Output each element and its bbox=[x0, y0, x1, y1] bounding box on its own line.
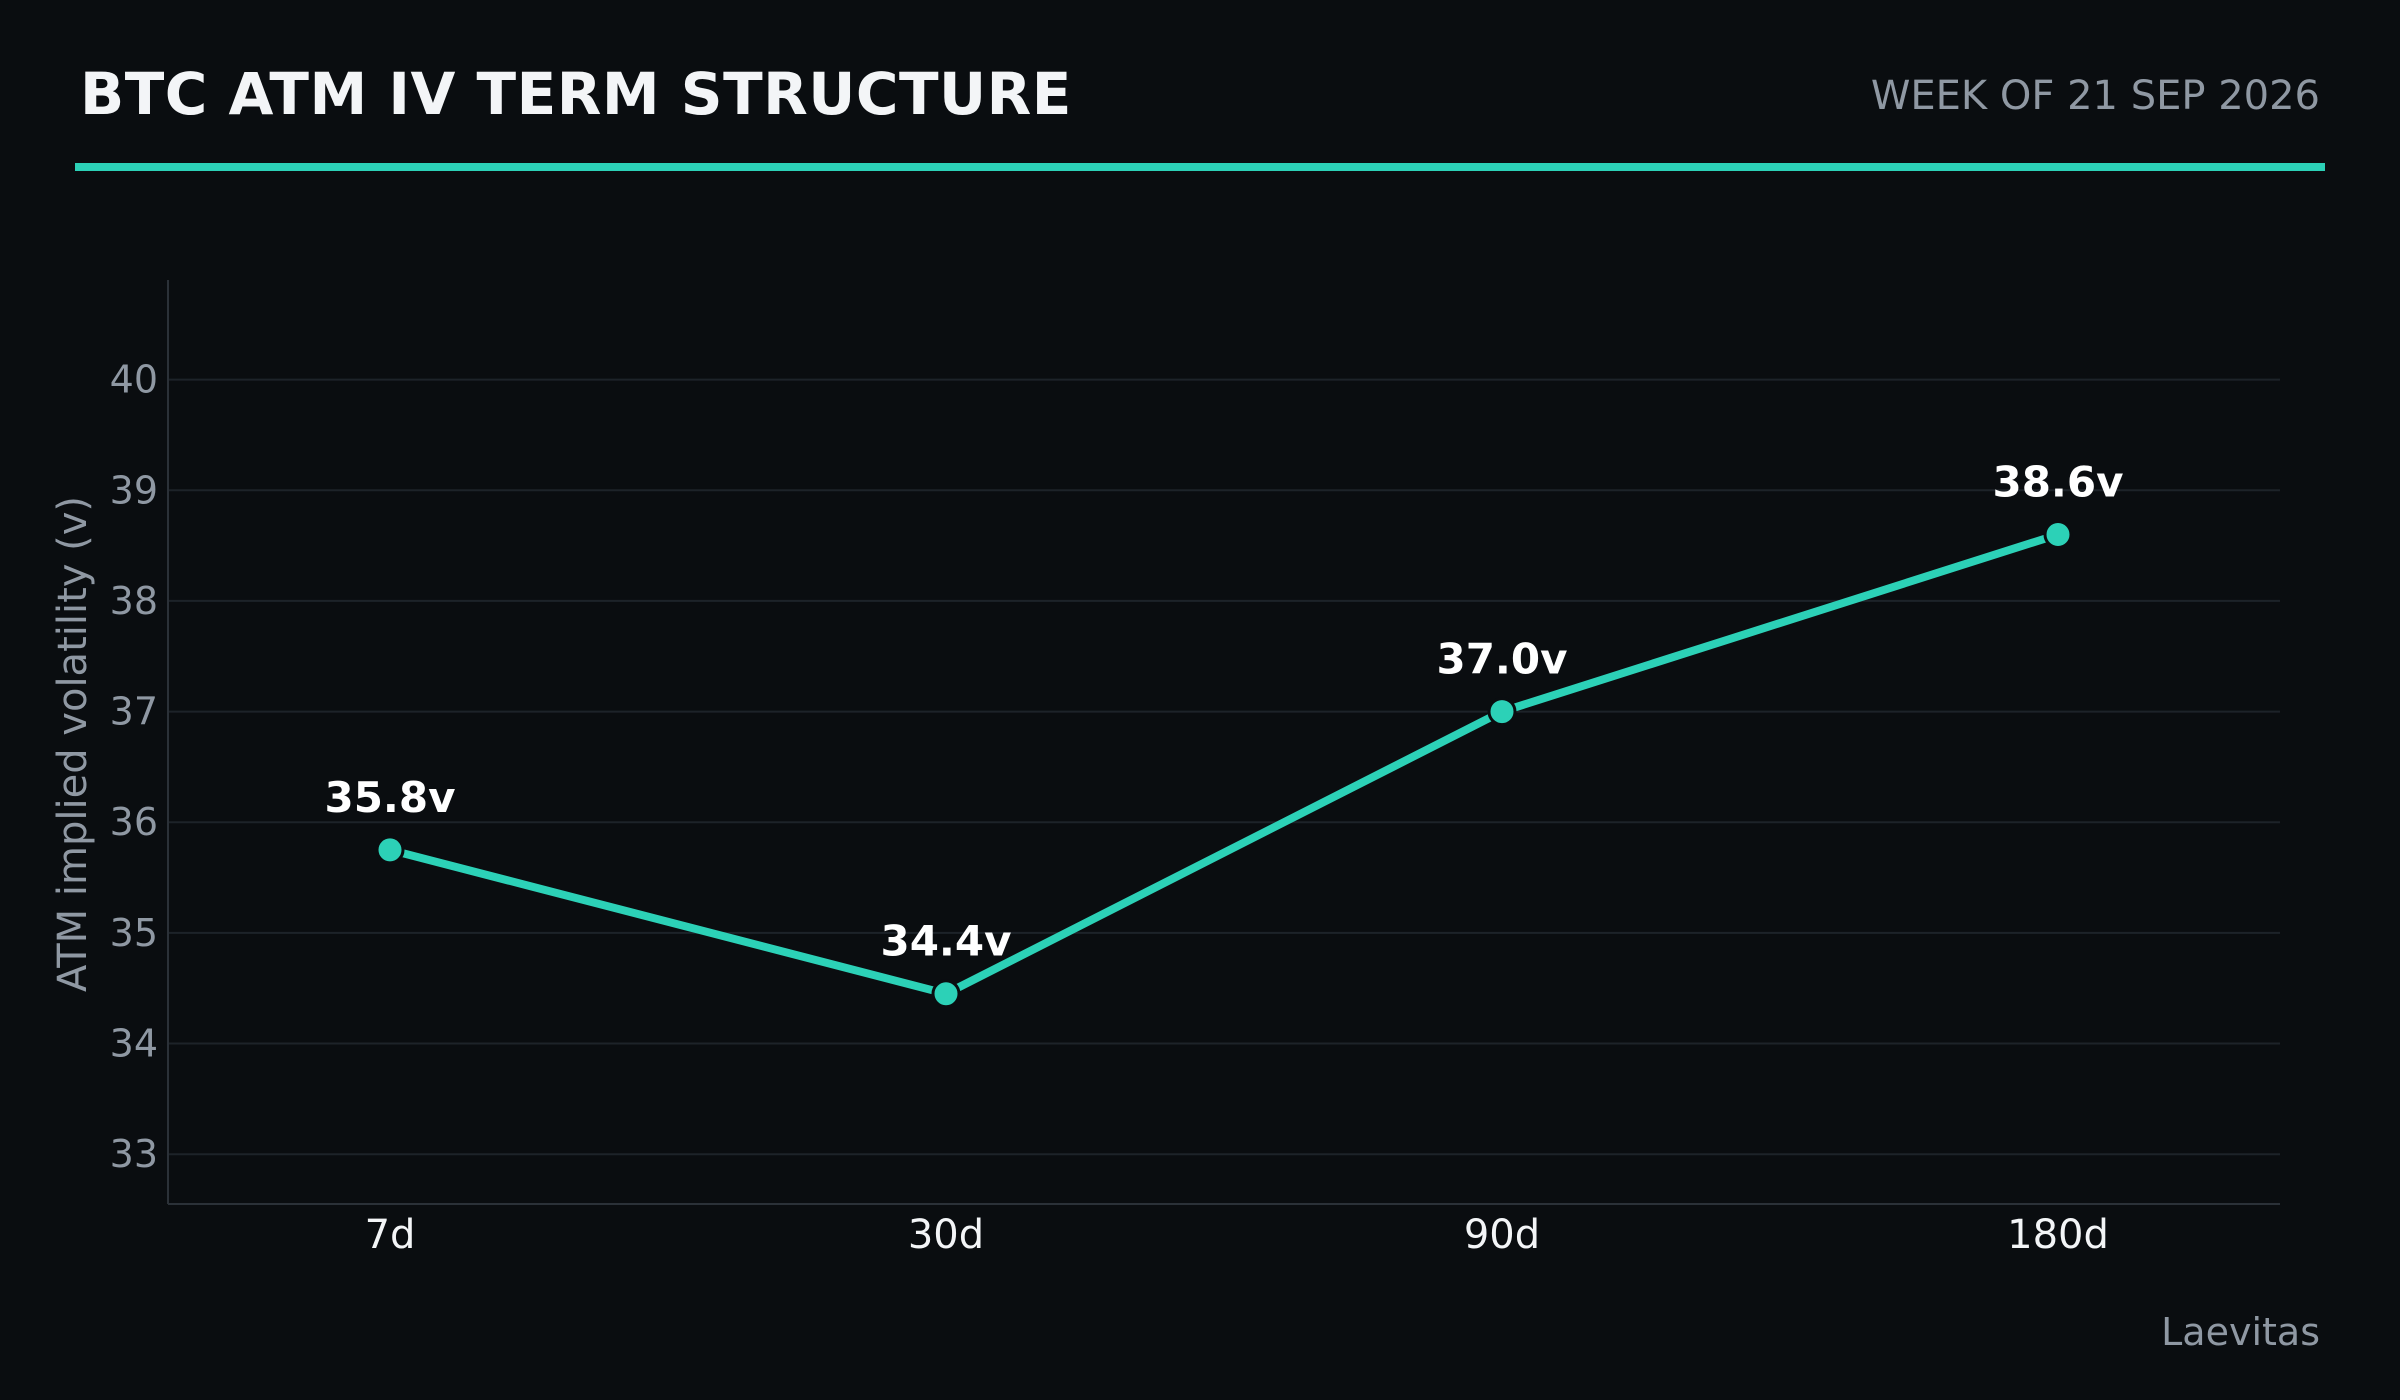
data-point-marker bbox=[1487, 697, 1517, 727]
y-tick-label: 33 bbox=[110, 1132, 158, 1176]
y-tick-label: 35 bbox=[110, 911, 158, 955]
x-tick-label: 90d bbox=[1464, 1212, 1540, 1258]
page-title: BTC ATM IV TERM STRUCTURE bbox=[80, 60, 1072, 128]
header-divider bbox=[75, 163, 2325, 171]
data-point-label: 35.8v bbox=[324, 773, 455, 822]
y-tick-label: 39 bbox=[110, 468, 158, 512]
y-tick-label: 38 bbox=[110, 579, 158, 623]
series-line bbox=[386, 530, 2062, 998]
x-tick-label: 180d bbox=[2007, 1212, 2109, 1258]
series-layer bbox=[375, 520, 2073, 1009]
y-tick-label: 40 bbox=[110, 358, 158, 402]
label-layer: 35.8v 34.4v 37.0v 38.6v bbox=[324, 458, 2123, 966]
y-tick-label: 37 bbox=[110, 690, 158, 734]
source-label: Laevitas bbox=[2161, 1310, 2320, 1354]
axis-layer bbox=[167, 280, 2280, 1205]
x-tick-label: 7d bbox=[365, 1212, 416, 1258]
data-point-marker bbox=[931, 979, 961, 1009]
y-axis-label: ATM implied volatility (v) bbox=[50, 496, 96, 992]
data-point-label: 34.4v bbox=[880, 917, 1011, 966]
x-tick-label: 30d bbox=[908, 1212, 984, 1258]
tick-layer: 33 34 35 36 37 38 39 40 7d 30d 90d 180d bbox=[110, 358, 2109, 1258]
week-subtitle: WEEK OF 21 SEP 2026 bbox=[1870, 73, 2320, 119]
grid-layer bbox=[168, 378, 2280, 1156]
data-point-marker bbox=[2043, 520, 2073, 550]
y-tick-label: 34 bbox=[110, 1022, 158, 1066]
data-point-label: 37.0v bbox=[1436, 635, 1567, 684]
y-tick-label: 36 bbox=[110, 800, 158, 844]
data-point-label: 38.6v bbox=[1992, 458, 2123, 507]
data-point-marker bbox=[375, 835, 405, 865]
